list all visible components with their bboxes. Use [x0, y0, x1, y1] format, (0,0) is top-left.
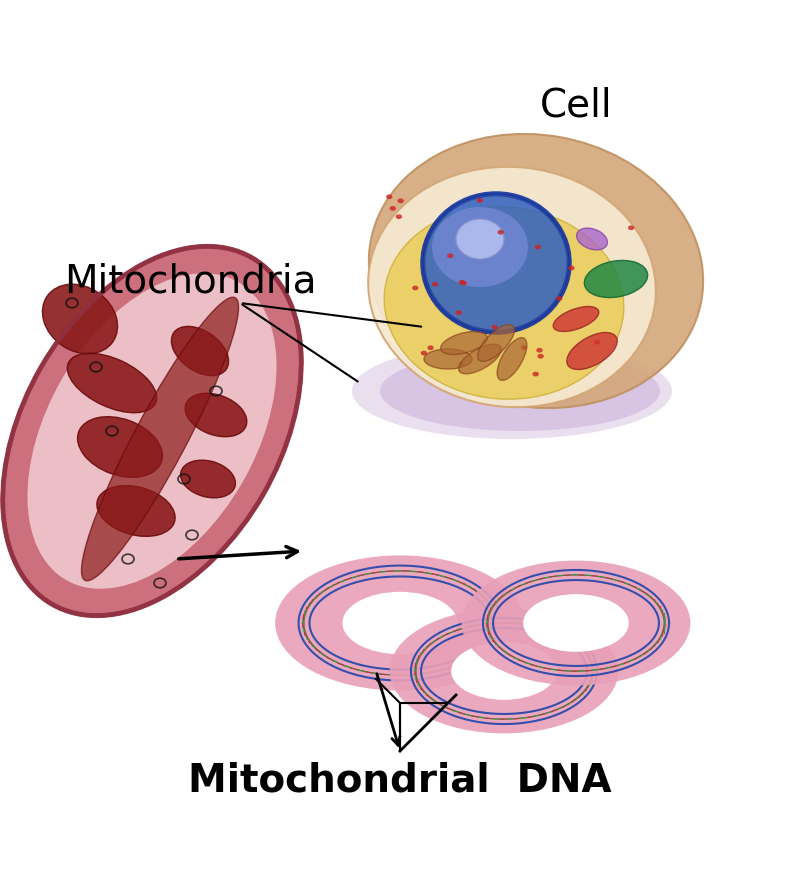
Ellipse shape: [577, 228, 607, 250]
Ellipse shape: [390, 609, 618, 733]
Ellipse shape: [441, 332, 487, 355]
Ellipse shape: [584, 260, 648, 298]
Ellipse shape: [628, 225, 634, 230]
Ellipse shape: [386, 194, 393, 199]
Ellipse shape: [352, 343, 672, 439]
Ellipse shape: [556, 296, 562, 301]
Ellipse shape: [421, 350, 427, 356]
Ellipse shape: [523, 595, 629, 652]
Ellipse shape: [534, 245, 541, 249]
Ellipse shape: [2, 247, 302, 616]
Ellipse shape: [424, 195, 568, 331]
Ellipse shape: [451, 642, 557, 700]
Ellipse shape: [447, 253, 454, 258]
Ellipse shape: [538, 354, 544, 358]
Ellipse shape: [171, 326, 229, 375]
Ellipse shape: [432, 282, 438, 287]
Ellipse shape: [478, 325, 514, 361]
Ellipse shape: [185, 393, 247, 437]
Ellipse shape: [521, 345, 527, 350]
Ellipse shape: [181, 460, 235, 498]
Ellipse shape: [498, 338, 526, 380]
Ellipse shape: [553, 307, 599, 332]
Ellipse shape: [458, 344, 502, 374]
Ellipse shape: [82, 297, 238, 581]
Ellipse shape: [390, 206, 396, 211]
Ellipse shape: [368, 167, 656, 407]
Text: Mitochondrial  DNA: Mitochondrial DNA: [188, 761, 612, 799]
Ellipse shape: [78, 417, 162, 477]
Ellipse shape: [566, 333, 618, 369]
Ellipse shape: [398, 198, 404, 203]
Ellipse shape: [342, 592, 458, 654]
Ellipse shape: [456, 219, 504, 259]
Ellipse shape: [594, 340, 600, 344]
Ellipse shape: [432, 207, 528, 287]
Text: Cell: Cell: [540, 87, 612, 125]
Ellipse shape: [462, 561, 690, 686]
Ellipse shape: [396, 215, 402, 219]
Ellipse shape: [380, 351, 660, 431]
Ellipse shape: [458, 362, 465, 367]
Ellipse shape: [491, 325, 498, 330]
Ellipse shape: [369, 134, 703, 408]
Ellipse shape: [498, 230, 504, 234]
Ellipse shape: [461, 281, 467, 285]
Ellipse shape: [27, 274, 277, 589]
Ellipse shape: [568, 266, 574, 271]
Ellipse shape: [97, 485, 175, 536]
Ellipse shape: [477, 198, 483, 203]
Ellipse shape: [458, 280, 465, 284]
Ellipse shape: [533, 372, 539, 376]
Ellipse shape: [384, 207, 624, 400]
Ellipse shape: [455, 310, 462, 315]
Ellipse shape: [412, 285, 418, 291]
Ellipse shape: [42, 284, 118, 354]
Ellipse shape: [424, 349, 472, 369]
Ellipse shape: [67, 353, 157, 413]
Ellipse shape: [275, 555, 525, 690]
Ellipse shape: [536, 348, 542, 352]
Ellipse shape: [427, 345, 434, 350]
Text: Mitochondria: Mitochondria: [64, 263, 317, 301]
